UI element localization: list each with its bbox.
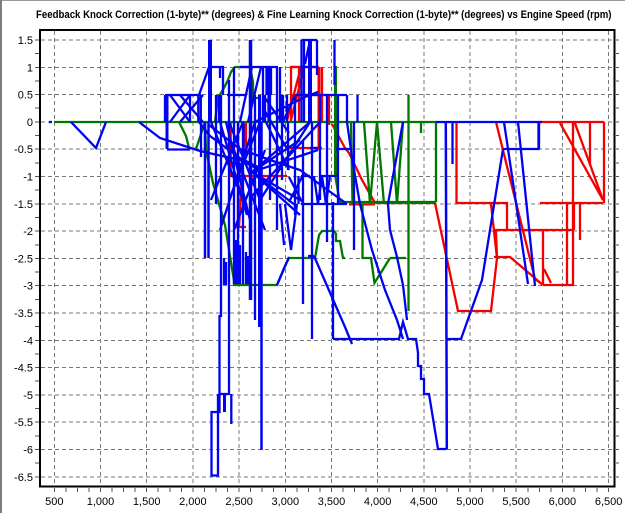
svg-text:-3.5: -3.5 xyxy=(14,308,33,320)
svg-text:-3: -3 xyxy=(23,281,33,293)
svg-text:3,500: 3,500 xyxy=(318,496,346,508)
svg-text:-4: -4 xyxy=(23,335,33,347)
svg-text:5,000: 5,000 xyxy=(456,496,484,508)
svg-text:-2.5: -2.5 xyxy=(14,253,33,265)
svg-text:-1: -1 xyxy=(23,172,33,184)
svg-text:6,500: 6,500 xyxy=(595,496,623,508)
svg-text:-1.5: -1.5 xyxy=(14,199,33,211)
svg-text:4,000: 4,000 xyxy=(364,496,392,508)
svg-text:1,000: 1,000 xyxy=(87,496,115,508)
svg-text:-4.5: -4.5 xyxy=(14,363,33,375)
svg-text:6,000: 6,000 xyxy=(549,496,577,508)
svg-text:-2: -2 xyxy=(23,226,33,238)
svg-text:0: 0 xyxy=(27,117,33,129)
svg-text:4,500: 4,500 xyxy=(410,496,438,508)
svg-text:2,500: 2,500 xyxy=(225,496,253,508)
svg-text:-6.5: -6.5 xyxy=(14,472,33,484)
svg-text:1: 1 xyxy=(27,62,33,74)
svg-text:-0.5: -0.5 xyxy=(14,144,33,156)
svg-text:-5: -5 xyxy=(23,390,33,402)
svg-text:5,500: 5,500 xyxy=(502,496,530,508)
svg-text:3,000: 3,000 xyxy=(272,496,300,508)
svg-text:0.5: 0.5 xyxy=(18,90,33,102)
svg-text:500: 500 xyxy=(45,496,63,508)
svg-text:1.5: 1.5 xyxy=(18,35,33,47)
svg-text:-5.5: -5.5 xyxy=(14,417,33,429)
svg-text:-6: -6 xyxy=(23,445,33,457)
svg-text:2,000: 2,000 xyxy=(179,496,207,508)
svg-text:1,500: 1,500 xyxy=(133,496,161,508)
